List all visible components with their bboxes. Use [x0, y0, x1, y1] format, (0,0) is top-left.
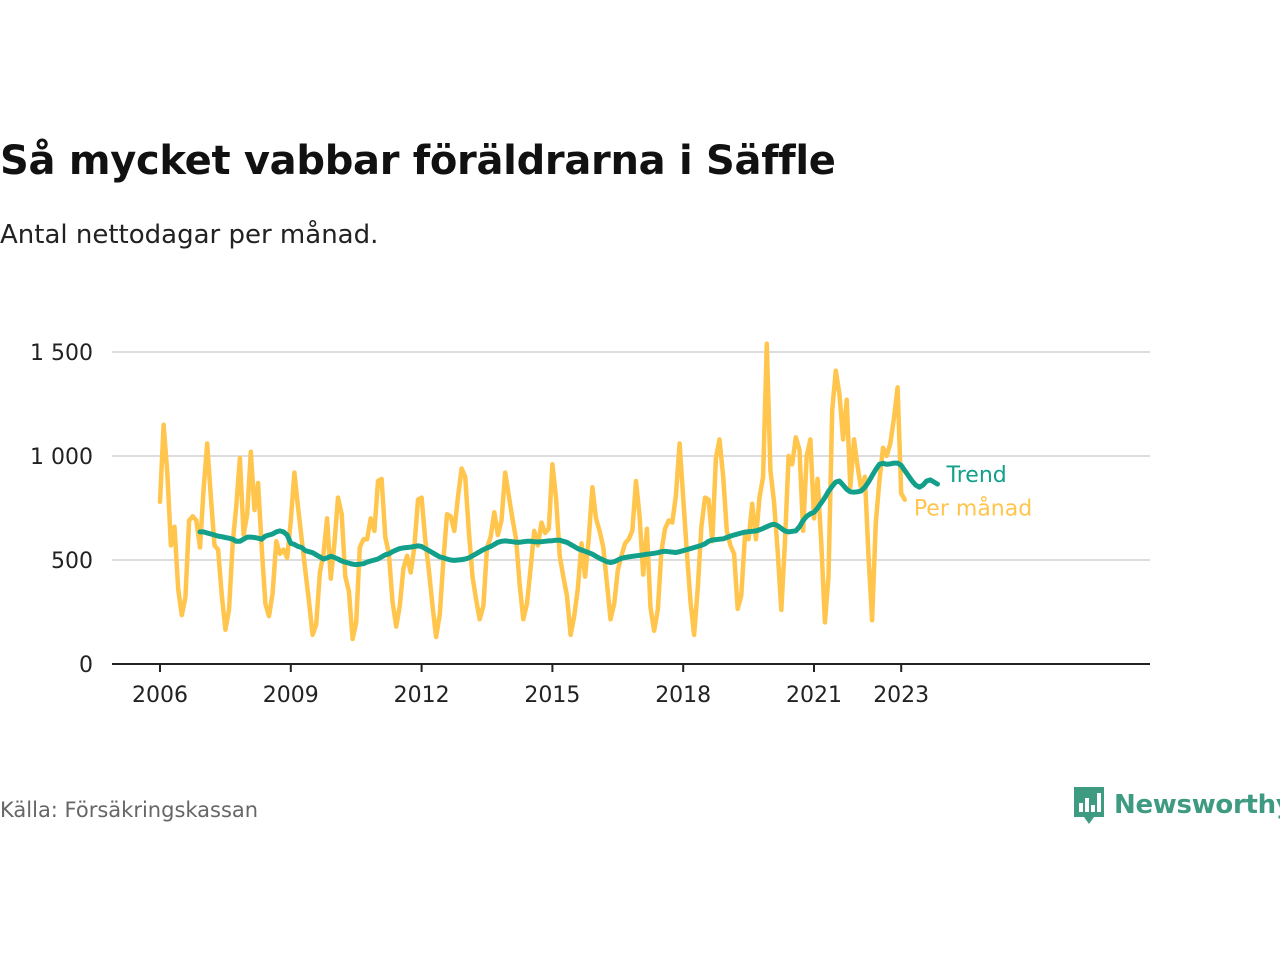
x-axis-ticks: 2006 2009 2012 2015 2018 2021 2023	[132, 664, 929, 708]
y-tick-label: 500	[51, 549, 93, 574]
newsworthy-chart-icon	[1074, 787, 1104, 824]
x-tick-label: 2021	[786, 683, 842, 708]
chart-subtitle: Antal nettodagar per månad.	[0, 220, 379, 250]
monthly-series-label: Per månad	[914, 496, 1032, 522]
x-tick-label: 2023	[873, 683, 929, 708]
trend-line	[197, 460, 940, 568]
source-note: Källa: Försäkringskassan	[0, 798, 259, 822]
brand-name: Newsworthy	[1114, 790, 1280, 820]
series-labels: Per månad Trend	[914, 463, 1032, 522]
x-tick-label: 2009	[263, 683, 319, 708]
y-axis-ticks: 0 500 1 000 1 500	[30, 341, 93, 678]
brand-logo-group[interactable]: Newsworthy	[1072, 784, 1280, 826]
chart-title: Så mycket vabbar föräldrarna i Säffle	[0, 138, 836, 184]
x-tick-label: 2018	[655, 683, 711, 708]
series-layer	[157, 341, 940, 642]
x-tick-label: 2015	[524, 683, 580, 708]
trend-series-label: Trend	[946, 463, 1007, 488]
y-tick-label: 1 000	[30, 445, 93, 470]
x-tick-label: 2006	[132, 683, 188, 708]
monthly-line	[157, 341, 908, 642]
x-tick-label: 2012	[394, 683, 450, 708]
y-tick-label: 0	[79, 653, 93, 678]
gridlines	[112, 351, 1150, 561]
y-tick-label: 1 500	[30, 341, 93, 366]
